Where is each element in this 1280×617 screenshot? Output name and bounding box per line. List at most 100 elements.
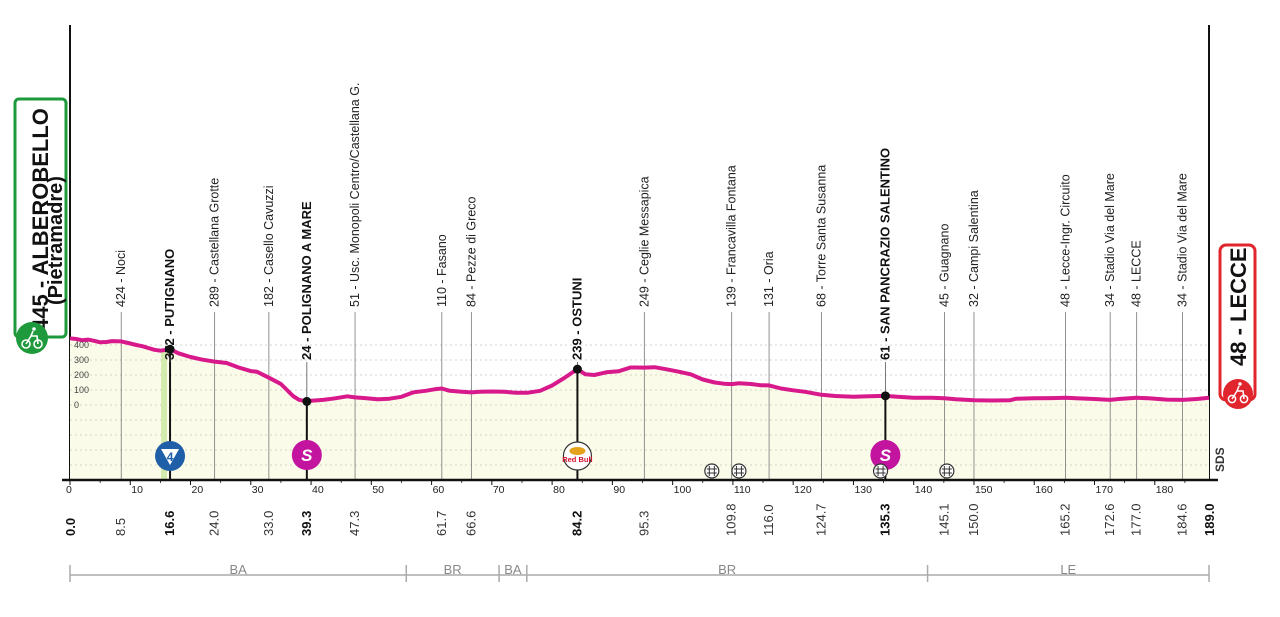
profile-line [69, 336, 1210, 404]
level-crossing-rails [875, 466, 886, 476]
altitude-tick-label: 400 [74, 340, 89, 350]
checkpoint-dots [165, 344, 890, 406]
intermediate-sprint-icon: S [291, 440, 322, 470]
checkpoint-label: 372 - PUTIGNANO [162, 249, 177, 360]
distance-tick-label: 50 [372, 484, 384, 496]
distance-tick-label: 140 [915, 484, 933, 496]
climb-band [161, 349, 168, 480]
altitude-tick-label: 100 [74, 385, 89, 395]
checkpoint-label: 68 - Torre Santa Susanna [814, 165, 828, 307]
level-crossing-icon [704, 463, 720, 479]
checkpoint-km: 61.7 [434, 511, 449, 536]
altitude-tick-label: 0 [74, 400, 79, 410]
checkpoint-km: 150.0 [966, 503, 981, 536]
climb-category-4-icon: 4 [155, 441, 186, 471]
checkpoint-label: 84 - Pezze di Greco [464, 196, 478, 307]
start-box: 445 - ALBEROBELLO (Pietramadre) [13, 97, 68, 354]
checkpoint-label: 24 - POLIGNANO A MARE [299, 201, 314, 360]
cyclist-start-icon [16, 322, 48, 354]
distance-tick-label: 130 [854, 484, 872, 496]
checkpoint-km: 135.3 [877, 503, 892, 536]
sprint-marker-label: S [301, 446, 313, 465]
checkpoint-dot [572, 364, 582, 374]
checkpoint-km: 66.6 [463, 511, 478, 536]
level-crossing-rails [706, 466, 717, 476]
checkpoint-km: 116.0 [761, 504, 776, 536]
level-crossing-icon [872, 463, 889, 479]
checkpoint-label: 45 - Guagnano [937, 224, 951, 307]
finish-box: 48 - LECCE [1218, 243, 1257, 409]
altitude-tick-label: 200 [74, 370, 89, 380]
distance-tick-label: 20 [192, 484, 204, 496]
sponsor-marker-circle [562, 441, 593, 471]
distance-tick-label: 60 [433, 484, 445, 496]
climb-marker-triangle [161, 449, 180, 465]
profile-elevation-line [69, 336, 1210, 404]
province-label: BA [229, 562, 247, 577]
checkpoint-km: 172.6 [1102, 503, 1117, 536]
level-crossing-circle [731, 463, 747, 479]
finish-altitude-name: 48 - LECCE [1226, 247, 1251, 366]
level-crossing-circle [872, 463, 889, 479]
checkpoint-km: 95.3 [636, 511, 651, 536]
distance-tick-label: 160 [1035, 484, 1053, 496]
distance-tick-label: 0 [66, 484, 72, 496]
distance-tick-label: 170 [1095, 484, 1113, 496]
checkpoint-label: 48 - Lecce-Ingr. Circuito [1059, 174, 1073, 307]
sprint-marker-circle [291, 440, 322, 470]
checkpoint-label: 48 - LECCE [1130, 240, 1144, 307]
climb-shade [161, 349, 168, 480]
profile-area [70, 338, 1209, 480]
distance-tick-label: 30 [252, 484, 264, 496]
profile-fill [70, 338, 1209, 480]
checkpoint-km: 39.3 [299, 511, 314, 536]
level-crossing-icon [939, 463, 955, 479]
province-strip: BA BR BA BR LE [69, 562, 1210, 582]
intermediate-sprint-icon: S [870, 440, 901, 470]
checkpoint-km-labels: 8.5 16.6 24.0 33.0 39.3 47.3 61.7 66.6 84.2 95.3 1… [63, 503, 1217, 536]
checkpoint-km: 47.3 [347, 511, 362, 536]
checkpoint-dot [302, 396, 312, 406]
level-crossing-rails [733, 466, 744, 476]
distance-tick-label: 110 [734, 484, 751, 496]
distance-tick-label: 150 [975, 484, 993, 496]
checkpoint-label: 424 - Noci [114, 250, 128, 307]
checkpoint-label: 249 - Ceglie Messapica [637, 176, 651, 307]
checkpoint-labels: 424 - Noci 372 - PUTIGNANO 289 - Castellan… [114, 83, 1189, 360]
checkpoint-label: 61 - SAN PANCRAZIO SALENTINO [877, 148, 892, 360]
distance-tick-label: 10 [131, 484, 143, 496]
red-bull-km-icon: Red Bull [562, 441, 593, 471]
checkpoint-km: 24.0 [207, 511, 222, 536]
checkpoint-km: 124.7 [813, 503, 828, 536]
altitude-tick-label: 300 [74, 355, 89, 365]
finish-km: 189.0 [1202, 503, 1217, 536]
sponsor-marker-sun [569, 447, 586, 455]
sponsor-marker-label: Red Bull [562, 455, 592, 464]
checkpoint-label: 289 - Castellana Grotte [208, 178, 222, 307]
checkpoint-km: 109.8 [724, 503, 739, 536]
distance-tick-label: 100 [674, 484, 692, 496]
checkpoint-km: 16.6 [162, 511, 177, 536]
checkpoint-label: 51 - Usc. Monopoli Centro/Castellana G. [348, 83, 362, 307]
checkpoint-label: 182 - Casello Cavuzzi [262, 185, 276, 307]
distance-tick-label: 80 [553, 484, 565, 496]
sds-label: SDS [1213, 447, 1227, 472]
checkpoint-km: 33.0 [261, 511, 276, 536]
sprint-marker-circle [870, 440, 901, 470]
markers: 4 S S Red Bull [155, 440, 955, 479]
cyclist-finish-icon [1223, 379, 1253, 409]
checkpoint-label: 239 - OSTUNI [569, 278, 584, 360]
distance-tick-label: 180 [1156, 484, 1174, 496]
checkpoint-label: 32 - Campi Salentina [967, 190, 981, 307]
checkpoint-km: 177.0 [1129, 503, 1144, 536]
distance-tick-label: 70 [493, 484, 505, 496]
distance-tick-label: 120 [794, 484, 812, 496]
checkpoint-label: 131 - Oria [762, 251, 776, 307]
province-label: BA [504, 562, 522, 577]
checkpoint-km: 84.2 [569, 511, 584, 536]
province-label: BR [718, 562, 736, 577]
altitude-axis: 400 300 200 100 0 [74, 340, 89, 410]
checkpoint-km: 184.6 [1174, 503, 1189, 536]
checkpoint-km: 165.2 [1058, 503, 1073, 536]
